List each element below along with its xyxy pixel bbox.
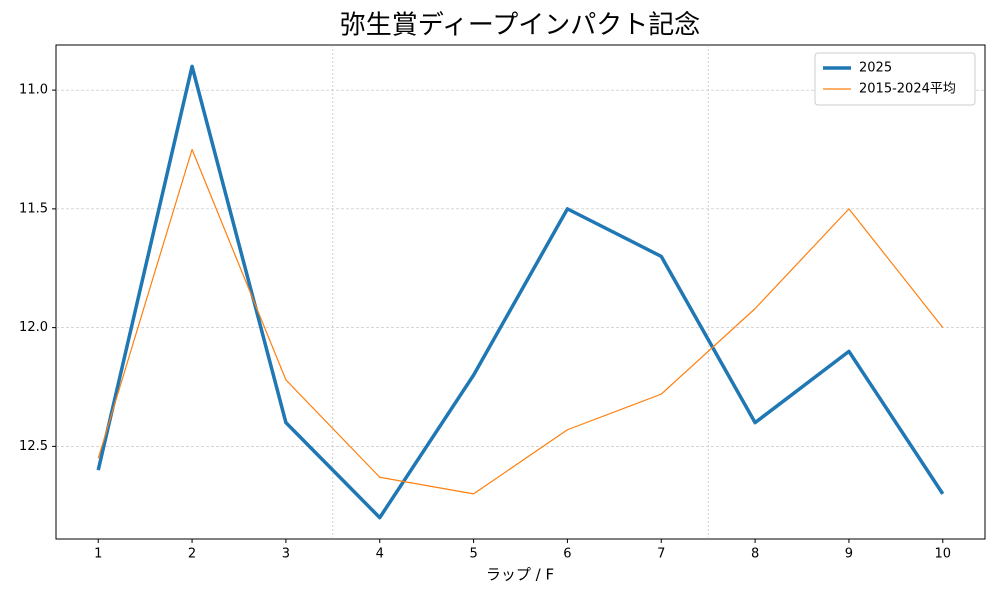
chart-title: 弥生賞ディープインパクト記念	[340, 11, 701, 41]
legend-label: 2025	[859, 61, 892, 76]
y-tick-label: 12.0	[19, 320, 48, 335]
x-tick-label: 5	[469, 547, 477, 562]
x-tick-label: 2	[188, 547, 196, 562]
y-tick-label: 11.5	[19, 201, 48, 216]
x-axis-label: ラップ / F	[486, 566, 554, 584]
y-tick-label: 11.0	[19, 83, 48, 98]
x-tick-label: 4	[376, 547, 384, 562]
x-tick-label: 6	[563, 547, 571, 562]
plot-frame	[55, 44, 986, 540]
x-tick-label: 1	[94, 547, 102, 562]
x-tick-label: 8	[751, 547, 759, 562]
series-line	[96, 64, 945, 520]
y-tick-label: 12.5	[19, 439, 48, 454]
x-tick-label: 7	[657, 547, 665, 562]
legend-label: 2015-2024平均	[859, 82, 956, 97]
legend-box	[814, 52, 976, 106]
x-tick-label: 9	[845, 547, 853, 562]
x-tick-label: 10	[934, 547, 951, 562]
x-tick-label: 3	[282, 547, 290, 562]
series-line	[97, 148, 944, 495]
